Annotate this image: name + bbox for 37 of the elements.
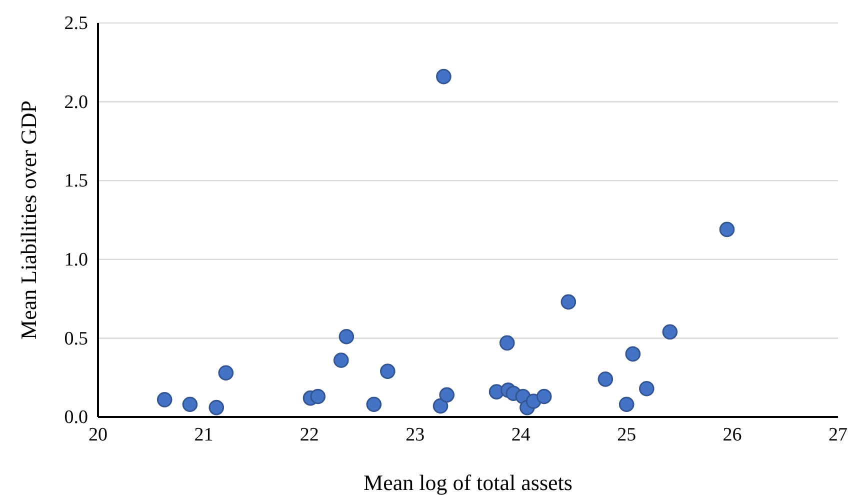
y-tick-label: 1.5 xyxy=(64,170,88,192)
x-tick-label: 20 xyxy=(88,424,108,446)
point xyxy=(366,396,382,412)
point xyxy=(560,294,576,310)
point xyxy=(436,68,452,84)
y-tick-label: 2.5 xyxy=(64,13,88,34)
x-tick-label: 27 xyxy=(828,424,848,446)
point xyxy=(719,222,735,238)
point xyxy=(536,388,552,404)
point xyxy=(499,335,515,351)
y-tick-label: 0.0 xyxy=(64,407,88,428)
x-tick-label: 26 xyxy=(722,424,742,446)
x-axis-title: Mean log of total assets xyxy=(364,470,572,495)
point xyxy=(182,396,198,412)
point xyxy=(638,380,654,396)
point xyxy=(310,388,326,404)
x-tick-label: 21 xyxy=(194,424,214,446)
point xyxy=(432,398,448,414)
y-axis-title: Mean Liabilities over GDP xyxy=(16,100,41,340)
x-tick-label: 25 xyxy=(617,424,636,446)
x-tick-label: 24 xyxy=(511,424,531,446)
x-tick-label: 23 xyxy=(406,424,425,446)
point xyxy=(625,346,641,362)
point xyxy=(662,324,678,340)
point xyxy=(618,396,634,412)
point xyxy=(338,328,354,344)
point xyxy=(208,400,224,416)
y-tick-label: 1.0 xyxy=(64,249,88,270)
point xyxy=(333,352,349,368)
point xyxy=(439,387,455,403)
y-tick-label: 2.0 xyxy=(64,92,88,113)
point xyxy=(598,372,614,387)
point xyxy=(380,364,396,379)
point xyxy=(156,392,172,408)
point xyxy=(218,365,234,381)
y-tick-label: 0.5 xyxy=(64,328,88,350)
x-tick-label: 22 xyxy=(300,424,319,446)
